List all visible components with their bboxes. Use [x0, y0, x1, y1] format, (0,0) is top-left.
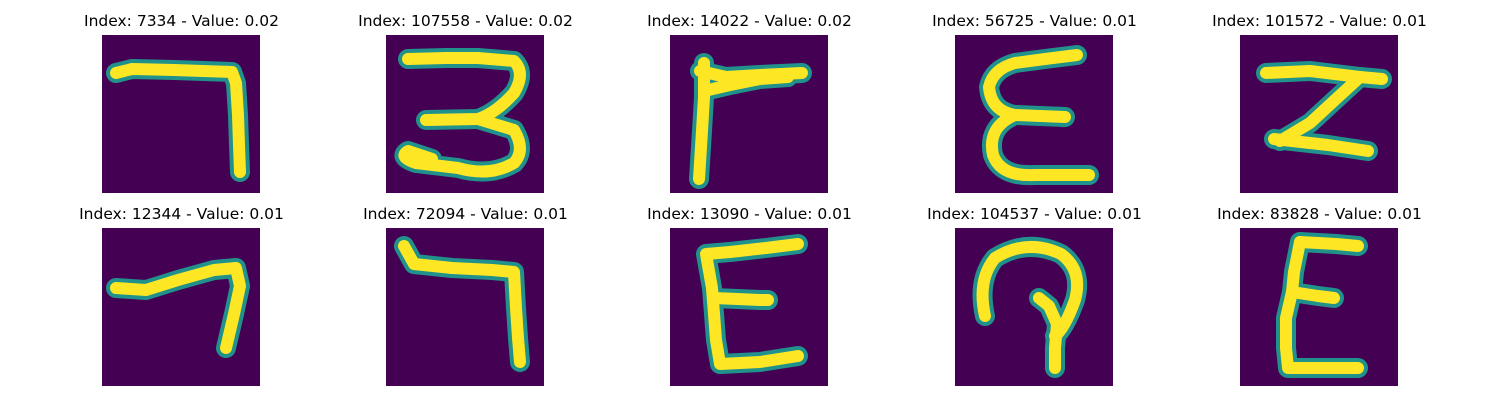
cell-title: Index: 14022 - Value: 0.02 [647, 12, 852, 30]
grid-cell: Index: 14022 - Value: 0.02 [607, 0, 892, 193]
glyph-image [955, 35, 1113, 193]
glyph-svg [670, 35, 828, 193]
glyph-stroke-core [1274, 71, 1366, 147]
grid-cell: Index: 72094 - Value: 0.01 [323, 193, 608, 386]
glyph-image [670, 35, 828, 193]
cell-title: Index: 7334 - Value: 0.02 [84, 12, 279, 30]
grid-cell: Index: 12344 - Value: 0.01 [39, 193, 324, 386]
grid-cell: Index: 13090 - Value: 0.01 [607, 193, 892, 386]
grid-cell: Index: 101572 - Value: 0.01 [1177, 0, 1462, 193]
grid-cell: Index: 104537 - Value: 0.01 [892, 193, 1177, 386]
glyph-svg [955, 35, 1113, 193]
glyph-stroke-core [693, 57, 710, 185]
glyph-stroke-core [983, 49, 1083, 123]
cell-title: Index: 72094 - Value: 0.01 [363, 205, 568, 223]
grid-cell: Index: 83828 - Value: 0.01 [1177, 193, 1462, 386]
cell-title: Index: 101572 - Value: 0.01 [1212, 12, 1427, 30]
glyph-stroke-core [698, 71, 794, 97]
glyph-stroke-core [402, 52, 526, 126]
glyph-image [102, 35, 260, 193]
cell-title: Index: 107558 - Value: 0.02 [358, 12, 573, 30]
glyph-stroke-core [1280, 286, 1364, 374]
glyph-stroke-core [1260, 65, 1388, 85]
glyph-svg [102, 228, 260, 386]
glyph-svg [1240, 35, 1398, 193]
cell-title: Index: 13090 - Value: 0.01 [647, 205, 852, 223]
glyph-svg [955, 228, 1113, 386]
glyph-svg [386, 228, 544, 386]
glyph-image [386, 228, 544, 386]
cell-title: Index: 83828 - Value: 0.01 [1217, 205, 1422, 223]
glyph-svg [386, 35, 544, 193]
grid-cell: Index: 56725 - Value: 0.01 [892, 0, 1177, 193]
cell-title: Index: 12344 - Value: 0.01 [79, 205, 284, 223]
grid-cell: Index: 107558 - Value: 0.02 [323, 0, 608, 193]
grid-cell: Index: 7334 - Value: 0.02 [39, 0, 324, 193]
glyph-stroke-core [398, 113, 526, 178]
glyph-svg [1240, 228, 1398, 386]
glyph-stroke-core [398, 240, 526, 368]
glyph-image [670, 228, 828, 386]
glyph-image [955, 228, 1113, 386]
glyph-stroke-core [110, 63, 246, 178]
glyph-stroke-core [1033, 292, 1063, 374]
glyph-image [1240, 228, 1398, 386]
glyph-svg [102, 35, 260, 193]
glyph-stroke-core [708, 292, 774, 306]
glyph-stroke-core [110, 262, 246, 354]
glyph-image [386, 35, 544, 193]
glyph-stroke-core [1268, 133, 1374, 157]
glyph-image [102, 228, 260, 386]
glyph-stroke-core [976, 240, 1084, 342]
cell-title: Index: 56725 - Value: 0.01 [932, 12, 1137, 30]
glyph-stroke-core [986, 109, 1095, 182]
cell-title: Index: 104537 - Value: 0.01 [927, 205, 1142, 223]
glyph-svg [670, 228, 828, 386]
glyph-image [1240, 35, 1398, 193]
glyph-stroke-core [1294, 236, 1364, 252]
